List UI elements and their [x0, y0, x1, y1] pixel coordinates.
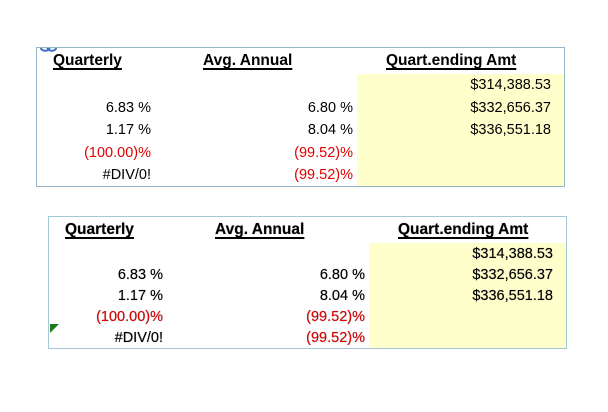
cell-quarterly-div-error: #DIV/0!	[114, 329, 163, 346]
cell-quarterly: 6.83 %	[117, 266, 163, 283]
table-row: #DIV/0! (99.52)%	[37, 164, 564, 186]
table-row: #DIV/0! (99.52)%	[49, 327, 566, 348]
table-row: (100.00)% (99.52)%	[49, 306, 566, 327]
table-row: 1.17 % 8.04 % $336,551.18	[49, 285, 566, 306]
column-header-quarterly: Quarterly	[53, 52, 122, 69]
table-row: (100.00)% (99.52)%	[37, 141, 564, 164]
table-header-row: Quarterly Avg. Annual Quart.ending Amt	[37, 48, 564, 74]
table-header-row: Quarterly Avg. Annual Quart.ending Amt	[49, 217, 566, 243]
column-header-quarterly: Quarterly	[65, 221, 134, 238]
cell-quart-ending-amt: $332,656.37	[369, 264, 566, 285]
column-header-quart-ending-amt: Quart.ending Amt	[386, 52, 517, 69]
table-row: 1.17 % 8.04 % $336,551.18	[37, 119, 564, 142]
cell-quarterly: 1.17 %	[105, 122, 151, 139]
column-header-quart-ending-amt: Quart.ending Amt	[398, 221, 529, 238]
cell-quarterly: 1.17 %	[117, 287, 163, 304]
cell-quarterly-negative: (100.00)%	[96, 308, 163, 325]
cell-avg-annual-negative: (99.52)%	[294, 144, 353, 161]
linked-worksheet-table-1[interactable]: Quarterly Avg. Annual Quart.ending Amt $…	[36, 47, 565, 187]
cell-avg-annual: 6.80 %	[307, 99, 353, 116]
cell-avg-annual: 8.04 %	[307, 122, 353, 139]
cell-avg-annual-negative: (99.52)%	[306, 308, 365, 325]
table-row: $314,388.53	[37, 74, 564, 97]
cell-quart-ending-amt: $336,551.18	[369, 285, 566, 306]
cell-quart-ending-amt	[357, 164, 564, 186]
column-header-avg-annual: Avg. Annual	[203, 52, 293, 69]
cell-avg-annual-negative: (99.52)%	[306, 329, 365, 346]
cell-quarterly: 6.83 %	[105, 99, 151, 116]
table-row: $314,388.53	[49, 243, 566, 264]
cell-quart-ending-amt	[369, 327, 566, 348]
cell-avg-annual: 6.80 %	[319, 266, 365, 283]
table-row: 6.83 % 6.80 % $332,656.37	[49, 264, 566, 285]
cell-avg-annual: 8.04 %	[319, 287, 365, 304]
chain-link-icon	[39, 48, 58, 52]
pasted-worksheet-table-2[interactable]: Quarterly Avg. Annual Quart.ending Amt $…	[48, 216, 567, 349]
cell-quart-ending-amt: $314,388.53	[369, 243, 566, 264]
cell-avg-annual-negative: (99.52)%	[294, 167, 353, 184]
cell-quart-ending-amt	[369, 306, 566, 327]
cell-quart-ending-amt	[357, 141, 564, 164]
cell-quart-ending-amt: $336,551.18	[357, 119, 564, 142]
cell-quarterly-negative: (100.00)%	[84, 144, 151, 161]
error-indicator-triangle-icon	[50, 324, 59, 333]
cell-quart-ending-amt: $314,388.53	[357, 74, 564, 97]
column-header-avg-annual: Avg. Annual	[215, 221, 305, 238]
table-row: 6.83 % 6.80 % $332,656.37	[37, 96, 564, 119]
cell-quart-ending-amt: $332,656.37	[357, 96, 564, 119]
cell-quarterly-div-error: #DIV/0!	[102, 167, 151, 184]
